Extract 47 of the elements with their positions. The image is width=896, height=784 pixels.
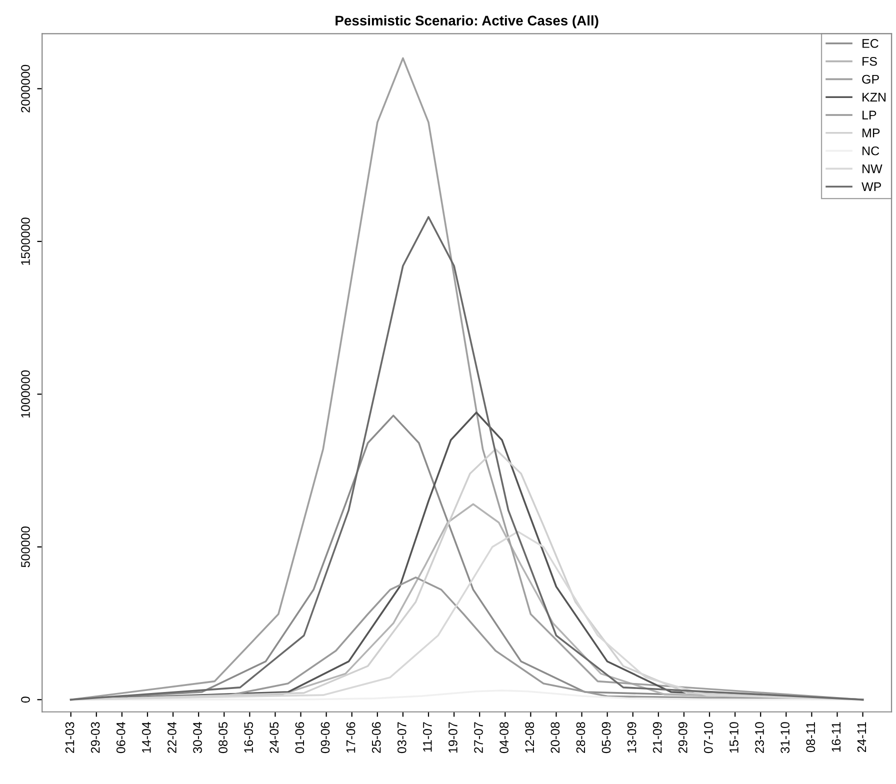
x-tick-label: 30-04: [193, 722, 202, 754]
x-tick-label: 12-08: [525, 722, 534, 753]
x-tick-label: 23-10: [755, 722, 764, 753]
x-tick-label: 04-08: [500, 722, 508, 754]
legend-label: WP: [862, 182, 881, 191]
legend-label: EC: [862, 39, 878, 48]
x-tick-label: 27-07: [474, 722, 483, 753]
x-tick-label: 11-07: [423, 722, 432, 752]
x-tick-label: 03-07: [397, 722, 406, 754]
x-tick-label: 07-10: [704, 722, 713, 754]
y-tick-label: 1000000: [21, 370, 30, 418]
chart-title: Pessimistic Scenario: Active Cases (All): [336, 15, 598, 28]
x-tick-label: 29-03: [90, 722, 100, 753]
x-tick-label: 28-08: [576, 722, 586, 753]
legend-label: NW: [862, 164, 882, 174]
x-tick-label: 19-07: [448, 722, 458, 753]
x-tick-label: 22-04: [168, 722, 176, 753]
x-tick-label: 01-06: [295, 722, 304, 754]
legend-label: NC: [862, 146, 880, 156]
x-tick-label: 25-06: [372, 722, 381, 753]
y-tick-label: 2000000: [21, 64, 30, 112]
x-tick-label: 31-10: [780, 722, 790, 754]
y-tick-label: 1500000: [21, 218, 30, 265]
legend-label: GP: [862, 74, 879, 84]
x-tick-label: 24-11: [857, 722, 866, 752]
x-tick-label: 21-03: [65, 722, 74, 753]
legend-label: FS: [862, 56, 877, 66]
x-tick-label: 13-09: [627, 722, 636, 753]
x-tick-label: 15-10: [730, 722, 738, 753]
x-tick-label: 14-04: [142, 722, 151, 753]
x-tick-label: 16-05: [244, 722, 254, 753]
legend-label: KZN: [862, 92, 886, 102]
x-tick-label: 17-06: [346, 722, 356, 753]
x-tick-label: 16-11: [832, 722, 841, 752]
y-tick-label: 0: [21, 696, 30, 703]
x-tick-label: 29-09: [678, 722, 688, 753]
x-tick-label: 05-09: [602, 722, 611, 754]
x-tick-label: 20-08: [550, 722, 560, 753]
legend-label: LP: [862, 110, 876, 120]
x-tick-label: 24-05: [270, 722, 279, 753]
x-tick-label: 09-06: [320, 722, 330, 754]
x-tick-label: 08-05: [218, 722, 228, 754]
x-tick-label: 06-04: [116, 722, 126, 754]
y-tick-label: 500000: [21, 526, 30, 568]
legend-label: MP: [862, 128, 880, 138]
x-tick-label: 21-09: [652, 722, 662, 753]
x-tick-label: 08-11: [806, 722, 816, 752]
